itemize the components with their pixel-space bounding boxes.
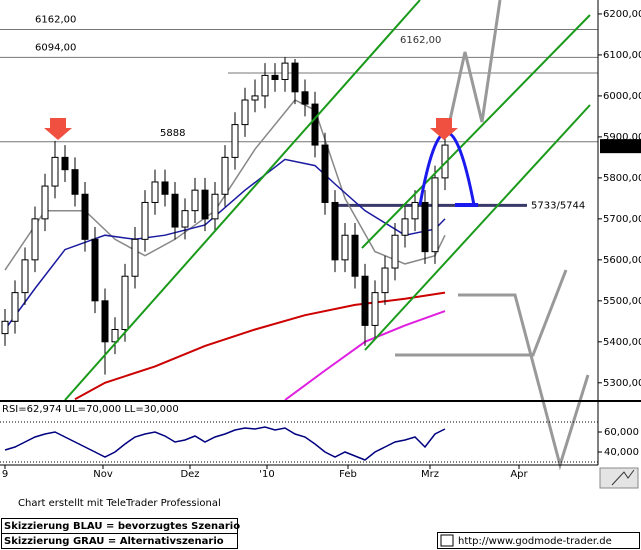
candle-body xyxy=(261,74,269,97)
candle-body xyxy=(201,189,209,220)
plot-area xyxy=(0,29,598,400)
rsi-label: RSI=62,974 UL=70,000 LL=30,000 xyxy=(2,404,179,415)
gray-scenario xyxy=(395,269,568,357)
y-tick-label: 5500,00 xyxy=(603,296,641,307)
y-tick-label: 5400,00 xyxy=(603,337,641,348)
candle-body xyxy=(191,189,199,212)
level-label: 5888 xyxy=(160,128,185,139)
trend-line xyxy=(364,104,591,351)
candle-body xyxy=(91,238,99,302)
candle-body xyxy=(421,201,429,253)
candle-body xyxy=(391,234,399,269)
level-label: 5733/5744 xyxy=(531,200,585,211)
gray-scenario xyxy=(448,0,502,123)
candle-body xyxy=(51,156,59,187)
sketch xyxy=(44,0,591,400)
candle-body xyxy=(21,259,29,294)
y-tick-label: 5600,00 xyxy=(603,255,641,266)
candle-body xyxy=(141,201,149,240)
x-tick-label: Apr xyxy=(510,469,528,480)
candle-body xyxy=(151,181,159,203)
candle-body xyxy=(1,320,9,335)
rsi-tick-label: 60,000 xyxy=(604,427,639,438)
annotation: 6162,00 xyxy=(400,35,441,46)
candle-body xyxy=(361,275,369,326)
x-tick-label: Mrz xyxy=(421,469,439,480)
price-tag-label: 5877,36 xyxy=(603,141,641,152)
rsi-tick-label: 40,000 xyxy=(604,447,639,458)
rsi-line xyxy=(4,426,446,461)
y-tick-label: 6200,00 xyxy=(603,9,641,20)
candle-body xyxy=(371,292,379,326)
candle-body xyxy=(121,275,129,331)
candle-body xyxy=(401,218,409,236)
candle-body xyxy=(321,144,329,203)
url-box xyxy=(437,532,640,549)
candle-body xyxy=(291,62,299,93)
x-tick-label: Feb xyxy=(339,469,357,480)
y-tick-label: 5900,00 xyxy=(603,132,641,143)
candle-body xyxy=(71,169,79,195)
ma-line xyxy=(4,158,446,330)
candle-body xyxy=(381,267,389,294)
candle-body xyxy=(301,91,309,105)
y-tick-label: 5700,00 xyxy=(603,214,641,225)
credit: Chart erstellt mit TeleTrader Profession… xyxy=(18,498,221,509)
candle-body xyxy=(311,103,319,146)
candle-body xyxy=(341,234,349,261)
x-tick-label: '10 xyxy=(259,469,274,480)
ma-line xyxy=(74,291,446,400)
legend-gray: Skizzierung GRAU = Alternativszenario xyxy=(4,536,224,547)
candle-body xyxy=(241,99,249,126)
candle-body xyxy=(81,193,89,240)
trend-line xyxy=(361,14,591,249)
candle-body xyxy=(251,95,259,101)
candle-body xyxy=(281,62,289,81)
candle-body xyxy=(331,201,339,261)
marker-arrow xyxy=(44,118,72,140)
candle-body xyxy=(271,74,279,81)
url: http://www.godmode-trader.de xyxy=(458,536,612,547)
price-tag xyxy=(600,139,641,154)
rsi-panel xyxy=(0,421,598,463)
candle-body xyxy=(221,156,229,195)
candle-body xyxy=(101,300,109,343)
candle-body xyxy=(351,234,359,277)
candle-body xyxy=(171,193,179,228)
candle-body xyxy=(231,124,239,158)
candle-body xyxy=(111,329,119,343)
gray-scenario xyxy=(458,293,590,471)
x-tick-label: 9 xyxy=(2,469,8,480)
x-tick-label: Nov xyxy=(93,469,113,480)
y-tick-label: 5800,00 xyxy=(603,173,641,184)
url-icon xyxy=(440,534,454,547)
candle-body xyxy=(31,218,39,261)
trend-line xyxy=(64,0,421,400)
y-tick-label: 6000,00 xyxy=(603,91,641,102)
candle-body xyxy=(431,177,439,253)
level-label: 6094,00 xyxy=(35,42,76,53)
candle-body xyxy=(61,156,69,171)
marker-arrow xyxy=(430,118,458,140)
y-tick-label: 5300,00 xyxy=(603,378,641,389)
y-tick-label: 6100,00 xyxy=(603,50,641,61)
x-tick-label: Dez xyxy=(180,469,199,480)
candle-body xyxy=(161,181,169,195)
candle-body xyxy=(131,238,139,277)
legend-blue: Skizzierung BLAU = bevorzugtes Szenario xyxy=(4,521,240,532)
candle-body xyxy=(411,201,419,220)
legend-box xyxy=(1,533,238,549)
level-label: 6162,00 xyxy=(35,15,76,26)
candle-body xyxy=(11,292,19,322)
logo-icon xyxy=(611,469,635,486)
candle-body xyxy=(211,193,219,220)
candle-body xyxy=(181,210,189,228)
candle-body xyxy=(41,185,49,220)
